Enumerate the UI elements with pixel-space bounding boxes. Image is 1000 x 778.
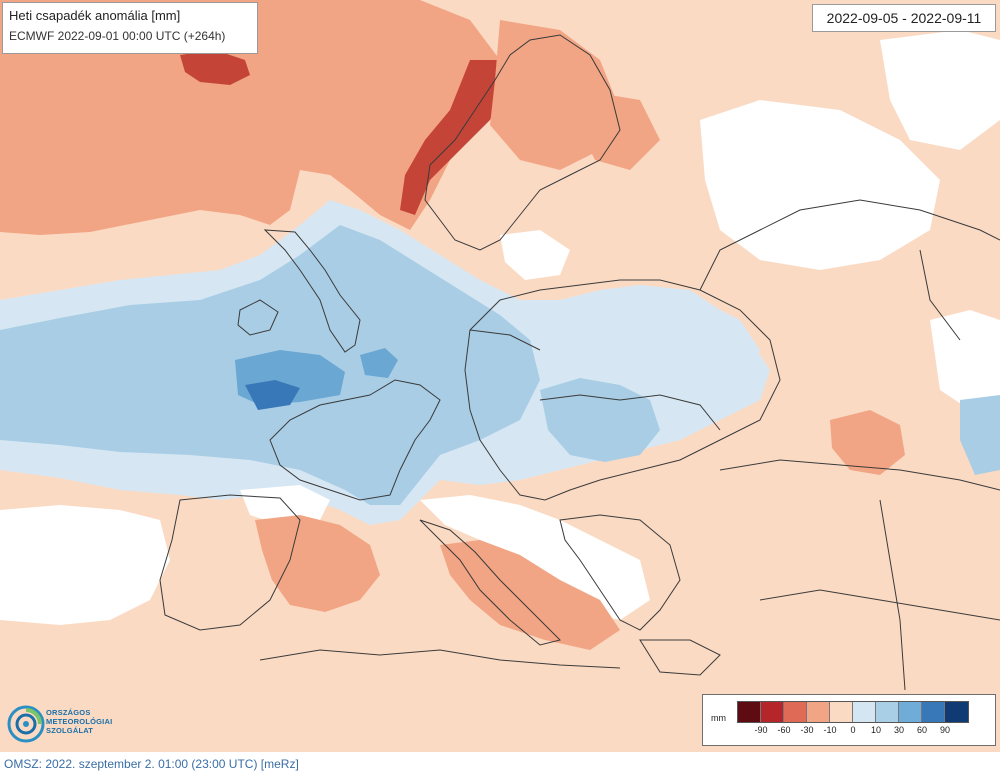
map-title: Heti csapadék anomália [mm] bbox=[9, 8, 181, 23]
legend-tick-label: -10 bbox=[823, 725, 837, 735]
legend-swatch-8 bbox=[922, 702, 945, 722]
color-legend: mm -90 -60 -30 -10 0 10 30 60 90 bbox=[702, 694, 996, 746]
coastlines bbox=[159, 34, 1000, 691]
precipitation-anomaly-map: Heti csapadék anomália [mm] ECMWF 2022-0… bbox=[0, 0, 1000, 752]
legend-swatch-4 bbox=[830, 702, 853, 722]
legend-color-bar bbox=[737, 701, 969, 723]
legend-swatch-0 bbox=[738, 702, 761, 722]
legend-tick-label: -60 bbox=[777, 725, 791, 735]
legend-tick-label: 30 bbox=[893, 725, 905, 735]
logo-swirl-icon bbox=[7, 705, 45, 743]
anomaly-field bbox=[0, 0, 1000, 752]
legend-swatch-9 bbox=[945, 702, 968, 722]
footer-timestamp: OMSZ: 2022. szeptember 2. 01:00 (23:00 U… bbox=[4, 757, 299, 771]
logo-text: ORSZÁGOS METEOROLÓGIAI SZOLGÁLAT bbox=[46, 708, 132, 735]
omsz-logo: ORSZÁGOS METEOROLÓGIAI SZOLGÁLAT bbox=[6, 702, 132, 746]
legend-swatch-5 bbox=[853, 702, 876, 722]
model-run-label: ECMWF 2022-09-01 00:00 UTC (+264h) bbox=[9, 29, 226, 43]
logo-line-1: ORSZÁGOS bbox=[46, 708, 91, 717]
legend-swatch-2 bbox=[784, 702, 807, 722]
legend-tick-label: 90 bbox=[939, 725, 951, 735]
legend-tick-label: -30 bbox=[800, 725, 814, 735]
legend-tick-label: 60 bbox=[916, 725, 928, 735]
legend-swatch-7 bbox=[899, 702, 922, 722]
legend-swatch-6 bbox=[876, 702, 899, 722]
legend-tick-label: 0 bbox=[850, 725, 856, 735]
legend-tick-label: 10 bbox=[870, 725, 882, 735]
legend-swatch-3 bbox=[807, 702, 830, 722]
legend-swatch-1 bbox=[761, 702, 784, 722]
forecast-period: 2022-09-05 - 2022-09-11 bbox=[812, 4, 996, 32]
legend-tick-label: -90 bbox=[754, 725, 768, 735]
legend-unit: mm bbox=[711, 713, 726, 723]
logo-line-2: METEOROLÓGIAI bbox=[46, 717, 113, 726]
logo-line-3: SZOLGÁLAT bbox=[46, 726, 94, 735]
map-title-box: Heti csapadék anomália [mm] ECMWF 2022-0… bbox=[2, 2, 258, 54]
legend-ticks: -90 -60 -30 -10 0 10 30 60 90 bbox=[737, 725, 997, 739]
